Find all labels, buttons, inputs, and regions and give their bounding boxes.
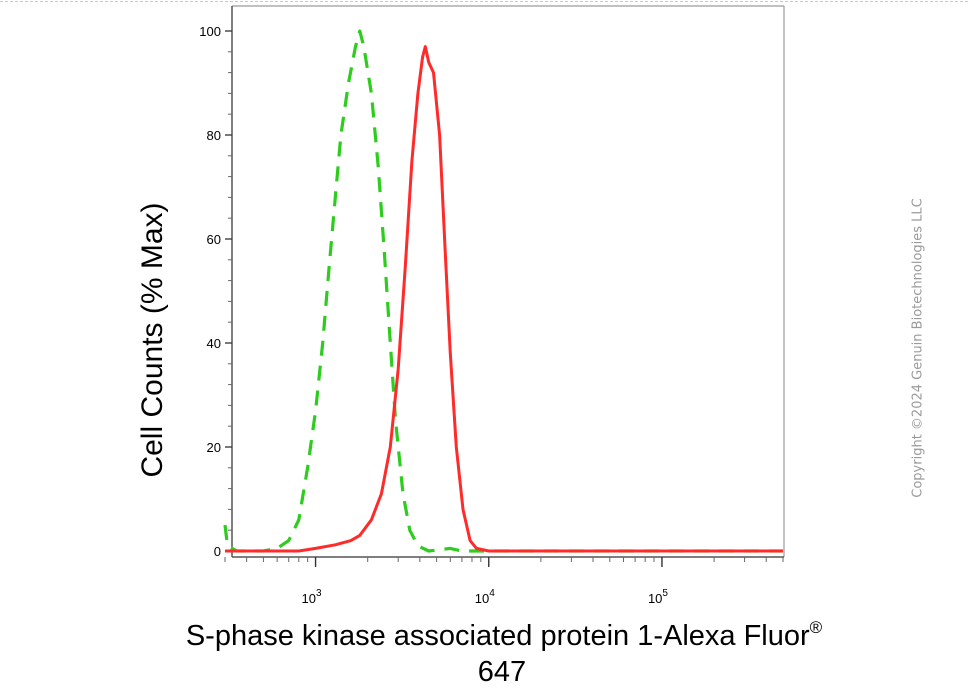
y-tick-label: 60 [207,232,221,247]
axes: 0 20 40 60 80 100 103 104 105 [199,5,785,606]
x-tick-label: 105 [648,588,668,606]
y-tick-label: 80 [207,128,221,143]
sample-curve [225,45,783,553]
y-tick-label: 20 [207,440,221,455]
copyright-watermark: Copyright ©2024 Genuin Biotechnologies L… [910,198,926,498]
y-axis-title: Cell Counts (% Max) [136,202,169,478]
x-tick-label: 104 [475,588,495,606]
x-tick-label: 103 [302,588,322,606]
x-axis-title: S-phase kinase associated protein 1-Alex… [20,612,968,652]
x-axis-title-line2: 647 [477,656,527,688]
y-tick-label: 40 [207,336,221,351]
y-tick-label: 100 [199,24,221,39]
registered-mark: ® [809,618,823,637]
series-group [223,29,783,553]
isotype-control-curve [223,29,783,553]
x-axis-title-text: S-phase kinase associated protein 1-Alex… [185,620,810,652]
top-border [0,1,968,2]
y-tick-label: 0 [214,544,221,559]
